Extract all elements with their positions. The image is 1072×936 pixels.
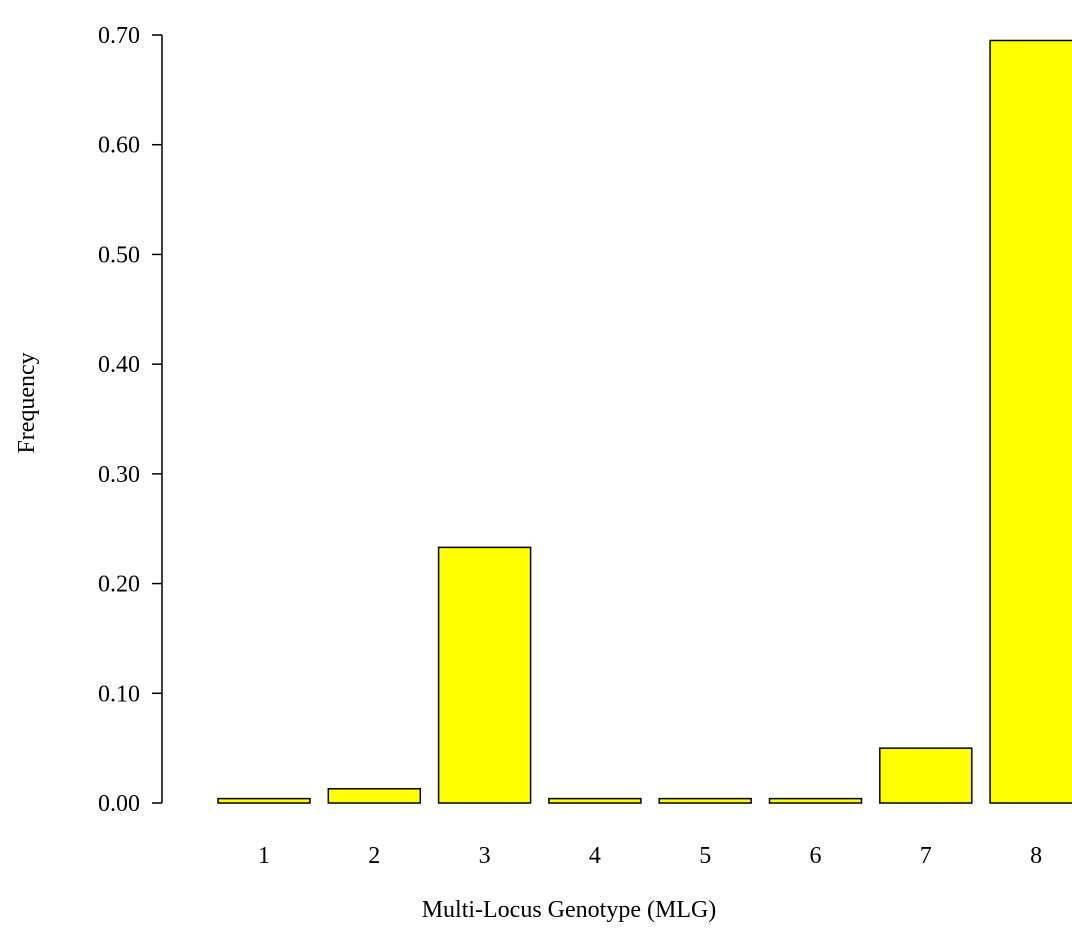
y-tick-label-6: 0.60	[98, 133, 140, 159]
y-tick-label-0: 0.00	[98, 791, 140, 817]
y-tick-label-7: 0.70	[98, 23, 140, 49]
x-tick-label-6: 6	[810, 843, 822, 869]
x-axis-label: Multi-Locus Genotype (MLG)	[422, 897, 717, 923]
bar-3	[437, 546, 532, 804]
x-tick-label-3: 3	[479, 843, 491, 869]
y-tick-label-1: 0.10	[98, 681, 140, 707]
bar-8	[989, 39, 1072, 804]
y-tick-label-4: 0.40	[98, 352, 140, 378]
x-tick-label-5: 5	[699, 843, 711, 869]
bar-5	[658, 797, 752, 804]
x-tick-labels: 1 2 3 4 5 6 7 8	[258, 843, 1042, 869]
y-axis: 0.00 0.10 0.20 0.30 0.40 0.50 0.60 0.70	[98, 23, 163, 817]
y-tick-label-3: 0.30	[98, 462, 140, 488]
x-tick-label-2: 2	[368, 843, 380, 869]
bar-6	[768, 797, 863, 804]
bars	[217, 39, 1072, 804]
y-axis-label: Frequency	[14, 352, 40, 453]
y-tick-label-2: 0.20	[98, 572, 140, 598]
y-tick-label-5: 0.50	[98, 242, 140, 268]
bar-1	[217, 797, 311, 804]
bar-4	[548, 797, 642, 804]
x-tick-label-7: 7	[920, 843, 932, 869]
x-tick-label-8: 8	[1030, 843, 1042, 869]
x-tick-label-1: 1	[258, 843, 270, 869]
bar-7	[879, 747, 973, 804]
x-tick-label-4: 4	[589, 843, 601, 869]
bar-2	[327, 787, 422, 804]
